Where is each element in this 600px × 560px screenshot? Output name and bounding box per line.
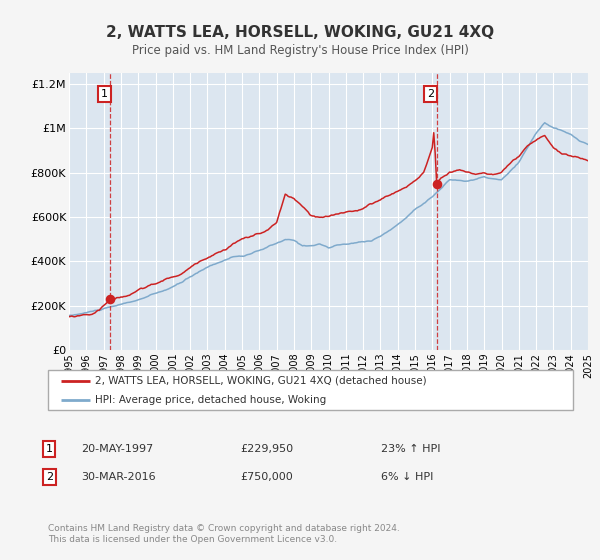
Text: 1: 1	[46, 444, 53, 454]
Text: 20-MAY-1997: 20-MAY-1997	[81, 444, 153, 454]
Text: 23% ↑ HPI: 23% ↑ HPI	[381, 444, 440, 454]
Text: 6% ↓ HPI: 6% ↓ HPI	[381, 472, 433, 482]
FancyBboxPatch shape	[48, 370, 573, 410]
Point	[106, 295, 115, 304]
Text: 2, WATTS LEA, HORSELL, WOKING, GU21 4XQ (detached house): 2, WATTS LEA, HORSELL, WOKING, GU21 4XQ …	[95, 376, 427, 386]
Text: £750,000: £750,000	[240, 472, 293, 482]
Text: HPI: Average price, detached house, Woking: HPI: Average price, detached house, Woki…	[95, 395, 326, 405]
Point	[432, 179, 442, 188]
Text: 1: 1	[101, 89, 107, 99]
Text: Contains HM Land Registry data © Crown copyright and database right 2024.
This d: Contains HM Land Registry data © Crown c…	[48, 524, 400, 544]
Text: £229,950: £229,950	[240, 444, 293, 454]
Text: 2, WATTS LEA, HORSELL, WOKING, GU21 4XQ: 2, WATTS LEA, HORSELL, WOKING, GU21 4XQ	[106, 25, 494, 40]
Text: 2: 2	[427, 89, 434, 99]
Text: 2: 2	[46, 472, 53, 482]
Text: Price paid vs. HM Land Registry's House Price Index (HPI): Price paid vs. HM Land Registry's House …	[131, 44, 469, 57]
Text: 30-MAR-2016: 30-MAR-2016	[81, 472, 155, 482]
